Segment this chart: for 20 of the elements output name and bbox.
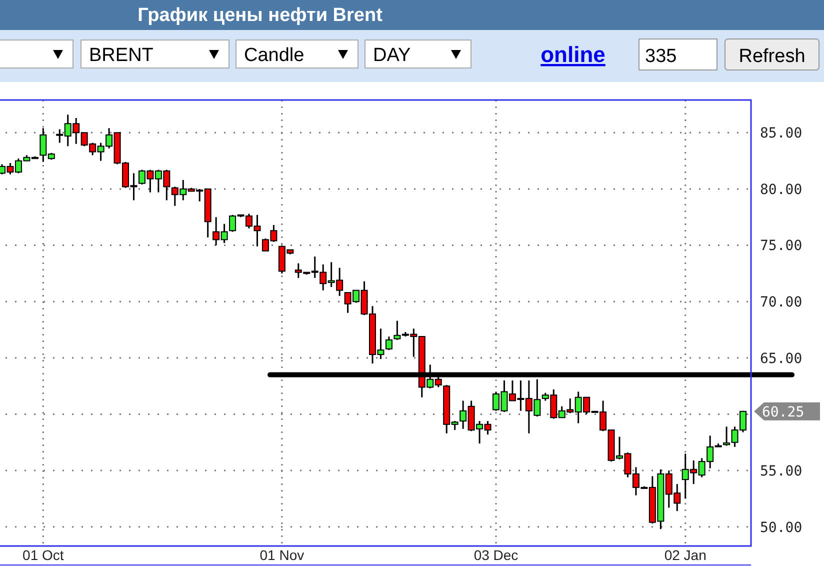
x-tick-label: 02 Jan [664,547,706,563]
y-tick-label: 85.00 [760,126,802,142]
x-tick-label: 03 Dec [474,547,518,563]
text: BRENT [89,45,154,66]
text: DAY [373,45,411,66]
x-tick-label: 01 Nov [260,547,304,563]
y-tick-label: 50.00 [760,520,802,536]
text: 335 [645,46,677,67]
chart-title: График цены нефти Brent [138,5,384,26]
text: Candle [244,45,304,66]
text: online [540,42,606,67]
text: 60.25 [762,404,804,420]
y-tick-label: 75.00 [760,238,802,254]
candlestick [385,336,392,351]
x-tick-label: 01 Oct [22,547,64,563]
y-tick-label: 65.00 [760,350,802,367]
y-tick-label: 55.00 [760,463,802,480]
y-tick-label: 70.00 [760,294,802,310]
text: Refresh [738,46,806,67]
y-tick-label: 80.00 [760,182,802,198]
